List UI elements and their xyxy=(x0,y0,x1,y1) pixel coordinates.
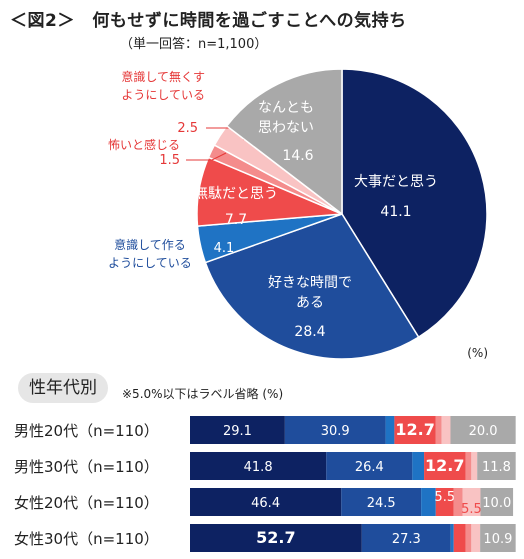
bar-value-label-1-1: 26.4 xyxy=(355,460,384,475)
pie-label-2-0: 意識して作る xyxy=(114,237,186,252)
bar-value-label-3-6: 10.9 xyxy=(483,532,512,547)
bar-segment-3-3 xyxy=(453,524,466,552)
bar-segment-0-0 xyxy=(190,416,285,444)
bar-segment-2-0 xyxy=(190,488,342,516)
bar-segment-1-4 xyxy=(465,452,472,480)
pie-chart: 大事だと思う41.1好きな時間である28.4意識して作るようにしている4.1無駄… xyxy=(108,68,488,360)
pie-label-6-0: なんとも xyxy=(258,100,314,116)
pie-slice-6 xyxy=(225,68,343,216)
bar-segment-3-6 xyxy=(480,524,516,552)
pie-slice-1 xyxy=(204,213,420,360)
bar-value-label-1-6: 11.8 xyxy=(482,460,511,475)
bar-segment-0-6 xyxy=(450,416,516,444)
bar-segment-3-5 xyxy=(471,524,481,552)
bar-value-label-1-3: 12.7 xyxy=(425,456,464,475)
bar-segment-3-2 xyxy=(450,524,454,552)
bar-segment-0-3 xyxy=(394,416,436,444)
bar-value-label-2-1: 24.5 xyxy=(367,496,396,511)
bar-segment-1-1 xyxy=(326,452,413,480)
omission-note: ※5.0%以下はラベル省略 (%) xyxy=(122,385,283,402)
pie-label-1-1: ある xyxy=(296,295,324,311)
pie-label-1-0: 好きな時間で xyxy=(268,275,352,291)
bar-segment-1-0 xyxy=(190,452,327,480)
chart-title: ＜図2＞ 何もせずに時間を過ごすことへの気持ち xyxy=(10,11,407,31)
bar-value-label-2-6: 10.0 xyxy=(482,496,511,511)
bar-segment-0-5 xyxy=(441,416,451,444)
bar-value-label-2-0: 46.4 xyxy=(251,496,280,511)
pie-label-4-0: 怖いと感じる xyxy=(108,137,180,152)
bar-segment-2-2 xyxy=(421,488,436,516)
pie-label-5-0: 意識して無くす xyxy=(121,69,205,84)
pie-label-0-0: 大事だと思う xyxy=(354,174,438,190)
bar-segment-2-6 xyxy=(480,488,514,516)
bar-value-label-2-3: 5.5 xyxy=(434,490,455,505)
bar-value-label-1-0: 41.8 xyxy=(244,460,273,475)
bar-segment-2-3 xyxy=(435,488,454,516)
pie-label-5-1: ようにしている xyxy=(121,88,205,102)
bar-segment-2-5 xyxy=(462,488,481,516)
bar-segment-1-3 xyxy=(424,452,466,480)
pie-value-4: 1.5 xyxy=(159,153,180,168)
bar-category-label-1: 男性30代（n=110） xyxy=(14,458,159,476)
bar-segment-3-1 xyxy=(361,524,451,552)
bar-segment-2-1 xyxy=(341,488,422,516)
bar-segment-0-1 xyxy=(284,416,386,444)
bar-segment-3-0 xyxy=(190,524,362,552)
bar-segment-1-2 xyxy=(412,452,425,480)
bar-value-label-3-0: 52.7 xyxy=(256,528,295,547)
bar-category-label-0: 男性20代（n=110） xyxy=(14,422,159,440)
pie-label-2-1: ようにしている xyxy=(108,256,192,270)
pie-label-6-1: 思わない xyxy=(258,120,314,136)
pie-leader-line-4 xyxy=(186,152,227,161)
bar-value-label-0-0: 29.1 xyxy=(223,424,252,439)
chart-subtitle: （単一回答：n=1,100） xyxy=(120,37,268,52)
bar-segment-1-6 xyxy=(477,452,516,480)
pie-label-3-0: 無駄だと思う xyxy=(194,186,278,202)
bar-segment-2-4 xyxy=(453,488,463,516)
bar-value-label-3-1: 27.3 xyxy=(392,532,421,547)
bar-segment-3-4 xyxy=(465,524,472,552)
pie-unit-label: (%) xyxy=(467,346,488,360)
bar-category-label-3: 女性30代（n=110） xyxy=(14,530,159,548)
bar-segment-0-2 xyxy=(385,416,395,444)
section-heading-by-gender-age: 性年代別 xyxy=(18,373,108,403)
bar-value-label-0-1: 30.9 xyxy=(321,424,350,439)
bar-unit-label: (%) xyxy=(262,387,284,401)
bar-segment-0-4 xyxy=(435,416,442,444)
pie-slice-0 xyxy=(341,68,488,339)
pie-value-5: 2.5 xyxy=(177,121,198,136)
bar-value-label-0-3: 12.7 xyxy=(395,420,434,439)
pie-value-2: 4.1 xyxy=(214,241,235,256)
omission-note-text: ※5.0%以下はラベル省略 xyxy=(122,387,259,401)
bar-segment-1-5 xyxy=(471,452,478,480)
bar-value-label-0-6: 20.0 xyxy=(469,424,498,439)
bar-category-label-2: 女性20代（n=110） xyxy=(14,494,159,512)
pie-value-0: 41.1 xyxy=(380,204,411,220)
pie-value-1: 28.4 xyxy=(294,324,325,340)
pie-value-3: 7.7 xyxy=(225,212,247,228)
pie-value-6: 14.6 xyxy=(282,148,313,164)
bar-value-label-2-5: 5.5 xyxy=(461,502,482,517)
